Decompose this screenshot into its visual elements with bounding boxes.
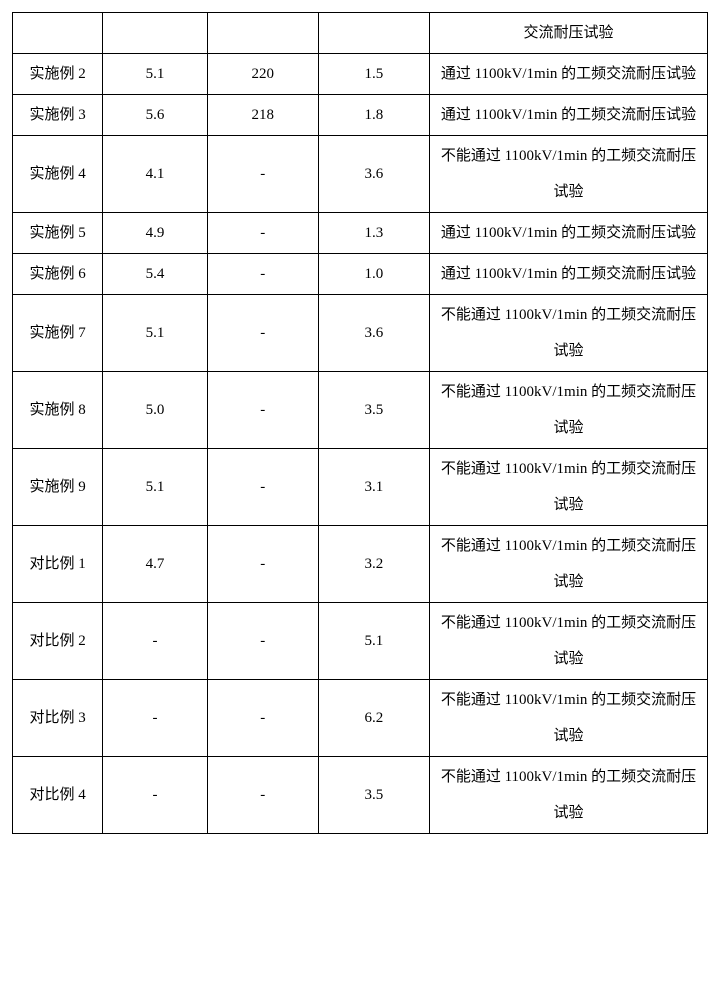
- cell-result: 通过 1100kV/1min 的工频交流耐压试验: [429, 254, 707, 295]
- cell-val-c: 1.5: [318, 54, 429, 95]
- table-row: 实施例 6 5.4 - 1.0 通过 1100kV/1min 的工频交流耐压试验: [13, 254, 708, 295]
- cell-val-c: 3.5: [318, 757, 429, 834]
- cell-label: 实施例 2: [13, 54, 103, 95]
- cell-result: 不能通过 1100kV/1min 的工频交流耐压试验: [429, 680, 707, 757]
- cell-label: 实施例 7: [13, 295, 103, 372]
- cell-result: 不能通过 1100kV/1min 的工频交流耐压试验: [429, 372, 707, 449]
- cell-val-c: 3.1: [318, 449, 429, 526]
- cell-val-b: -: [207, 603, 318, 680]
- cell-result: 不能通过 1100kV/1min 的工频交流耐压试验: [429, 449, 707, 526]
- cell-val-c: 1.0: [318, 254, 429, 295]
- cell-val-b: -: [207, 136, 318, 213]
- results-table: 交流耐压试验 实施例 2 5.1 220 1.5 通过 1100kV/1min …: [12, 12, 708, 834]
- cell-val-c: 1.3: [318, 213, 429, 254]
- cell-val-c: 1.8: [318, 95, 429, 136]
- cell-val-b: [207, 13, 318, 54]
- cell-label: 对比例 4: [13, 757, 103, 834]
- cell-result: 通过 1100kV/1min 的工频交流耐压试验: [429, 54, 707, 95]
- cell-val-a: 4.9: [103, 213, 207, 254]
- cell-val-b: -: [207, 526, 318, 603]
- cell-label: 实施例 5: [13, 213, 103, 254]
- cell-val-a: 4.1: [103, 136, 207, 213]
- cell-val-c: 3.5: [318, 372, 429, 449]
- cell-val-a: 5.1: [103, 295, 207, 372]
- cell-val-a: 5.1: [103, 449, 207, 526]
- table-row: 交流耐压试验: [13, 13, 708, 54]
- table-row: 实施例 5 4.9 - 1.3 通过 1100kV/1min 的工频交流耐压试验: [13, 213, 708, 254]
- cell-result: 不能通过 1100kV/1min 的工频交流耐压试验: [429, 603, 707, 680]
- table-body: 交流耐压试验 实施例 2 5.1 220 1.5 通过 1100kV/1min …: [13, 13, 708, 834]
- table-row: 对比例 1 4.7 - 3.2 不能通过 1100kV/1min 的工频交流耐压…: [13, 526, 708, 603]
- cell-val-a: 4.7: [103, 526, 207, 603]
- cell-val-c: 3.6: [318, 136, 429, 213]
- cell-val-a: 5.1: [103, 54, 207, 95]
- table-row: 实施例 2 5.1 220 1.5 通过 1100kV/1min 的工频交流耐压…: [13, 54, 708, 95]
- table-row: 实施例 4 4.1 - 3.6 不能通过 1100kV/1min 的工频交流耐压…: [13, 136, 708, 213]
- cell-result: 不能通过 1100kV/1min 的工频交流耐压试验: [429, 295, 707, 372]
- cell-val-b: 220: [207, 54, 318, 95]
- cell-label: 对比例 3: [13, 680, 103, 757]
- cell-val-a: [103, 13, 207, 54]
- table-row: 实施例 8 5.0 - 3.5 不能通过 1100kV/1min 的工频交流耐压…: [13, 372, 708, 449]
- cell-val-c: 3.6: [318, 295, 429, 372]
- cell-val-b: -: [207, 372, 318, 449]
- cell-label: 实施例 8: [13, 372, 103, 449]
- cell-result: 交流耐压试验: [429, 13, 707, 54]
- cell-result: 不能通过 1100kV/1min 的工频交流耐压试验: [429, 136, 707, 213]
- cell-result: 通过 1100kV/1min 的工频交流耐压试验: [429, 213, 707, 254]
- table-row: 对比例 3 - - 6.2 不能通过 1100kV/1min 的工频交流耐压试验: [13, 680, 708, 757]
- cell-val-c: [318, 13, 429, 54]
- table-row: 实施例 7 5.1 - 3.6 不能通过 1100kV/1min 的工频交流耐压…: [13, 295, 708, 372]
- cell-val-c: 3.2: [318, 526, 429, 603]
- table-row: 实施例 9 5.1 - 3.1 不能通过 1100kV/1min 的工频交流耐压…: [13, 449, 708, 526]
- cell-label: [13, 13, 103, 54]
- cell-val-b: -: [207, 295, 318, 372]
- cell-val-c: 5.1: [318, 603, 429, 680]
- cell-label: 实施例 6: [13, 254, 103, 295]
- cell-label: 实施例 4: [13, 136, 103, 213]
- cell-val-a: 5.0: [103, 372, 207, 449]
- cell-val-a: 5.6: [103, 95, 207, 136]
- cell-val-b: 218: [207, 95, 318, 136]
- cell-result: 不能通过 1100kV/1min 的工频交流耐压试验: [429, 526, 707, 603]
- cell-val-b: -: [207, 680, 318, 757]
- cell-val-b: -: [207, 449, 318, 526]
- cell-val-c: 6.2: [318, 680, 429, 757]
- cell-label: 实施例 9: [13, 449, 103, 526]
- cell-val-a: -: [103, 680, 207, 757]
- cell-result: 不能通过 1100kV/1min 的工频交流耐压试验: [429, 757, 707, 834]
- cell-result: 通过 1100kV/1min 的工频交流耐压试验: [429, 95, 707, 136]
- cell-val-b: -: [207, 213, 318, 254]
- cell-val-b: -: [207, 254, 318, 295]
- cell-label: 实施例 3: [13, 95, 103, 136]
- table-row: 对比例 4 - - 3.5 不能通过 1100kV/1min 的工频交流耐压试验: [13, 757, 708, 834]
- cell-val-a: 5.4: [103, 254, 207, 295]
- cell-label: 对比例 2: [13, 603, 103, 680]
- table-row: 实施例 3 5.6 218 1.8 通过 1100kV/1min 的工频交流耐压…: [13, 95, 708, 136]
- cell-label: 对比例 1: [13, 526, 103, 603]
- cell-val-a: -: [103, 603, 207, 680]
- cell-val-b: -: [207, 757, 318, 834]
- cell-val-a: -: [103, 757, 207, 834]
- table-row: 对比例 2 - - 5.1 不能通过 1100kV/1min 的工频交流耐压试验: [13, 603, 708, 680]
